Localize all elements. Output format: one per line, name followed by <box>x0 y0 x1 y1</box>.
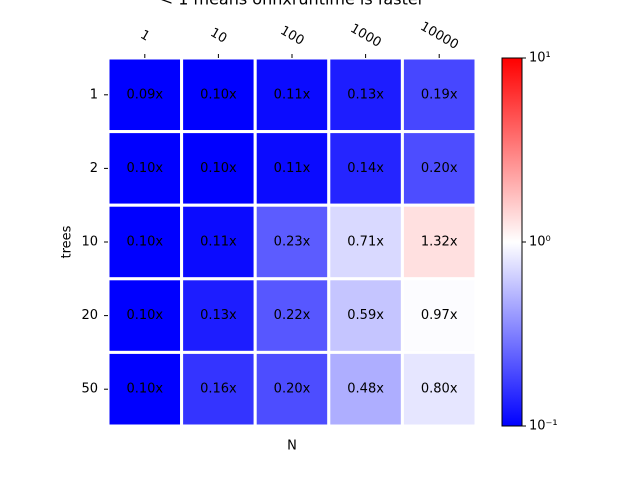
heatmap-cell <box>180 350 257 428</box>
y-tick-label: 20 <box>81 308 98 323</box>
colorbar <box>501 57 523 427</box>
heatmap-cell <box>327 277 404 354</box>
y-tick-label: 1 <box>90 87 98 102</box>
colorbar-tick-label: 10⁰ <box>529 235 551 250</box>
cell-label: 0.23x <box>274 235 311 250</box>
cell-label: 0.10x <box>200 87 237 102</box>
cell-label: 1.32x <box>421 235 458 250</box>
cell-label: 0.97x <box>421 308 458 323</box>
cell-label: 0.14x <box>347 161 384 176</box>
colorbar-tick-label: 10¹ <box>529 51 551 66</box>
cell-label: 0.11x <box>274 161 311 176</box>
x-axis-label: N <box>287 439 297 454</box>
cell-label: 0.20x <box>421 161 458 176</box>
cell-label: 0.71x <box>347 235 384 250</box>
y-tick-label: 2 <box>90 161 98 176</box>
cell-label: 0.10x <box>126 382 163 397</box>
y-tick-label: 10 <box>81 235 98 250</box>
heatmap-cell <box>180 277 257 354</box>
cell-label: 0.59x <box>347 308 384 323</box>
cell-label: 0.10x <box>126 308 163 323</box>
cell-label: 0.22x <box>274 308 311 323</box>
cell-label: 0.20x <box>274 382 311 397</box>
cell-label: 0.11x <box>274 87 311 102</box>
heatmap-cell <box>400 130 478 207</box>
x-tick-label: 1000 <box>348 21 384 51</box>
cell-label: 0.16x <box>200 382 237 397</box>
cell-label: 0.13x <box>200 308 237 323</box>
heatmap-cell <box>253 130 331 207</box>
x-tick-label: 10 <box>207 25 229 46</box>
cell-label: 0.09x <box>126 87 163 102</box>
y-tick-label: 50 <box>81 382 98 397</box>
cell-label: 0.11x <box>200 235 237 250</box>
y-axis-label: trees <box>60 225 75 258</box>
x-tick-label: 1 <box>137 27 152 44</box>
heatmap-cell <box>180 203 257 281</box>
x-tick-label: 100 <box>277 23 306 48</box>
heatmap-cell <box>400 350 478 428</box>
cell-label: 0.10x <box>200 161 237 176</box>
colorbar-tick-label: 10⁻¹ <box>529 419 558 434</box>
cell-label: 0.10x <box>126 161 163 176</box>
cell-label: 0.48x <box>347 382 384 397</box>
chart-title: < 1 means onnxruntime is faster <box>160 0 425 9</box>
cell-label: 0.19x <box>421 87 458 102</box>
cell-label: 0.10x <box>126 235 163 250</box>
x-tick-label: 10000 <box>418 19 461 53</box>
cell-label: 0.80x <box>421 382 458 397</box>
heatmap-cell <box>400 277 478 354</box>
heatmap-cell <box>253 350 331 428</box>
heatmap-cell <box>327 203 404 281</box>
cell-label: 0.13x <box>347 87 384 102</box>
